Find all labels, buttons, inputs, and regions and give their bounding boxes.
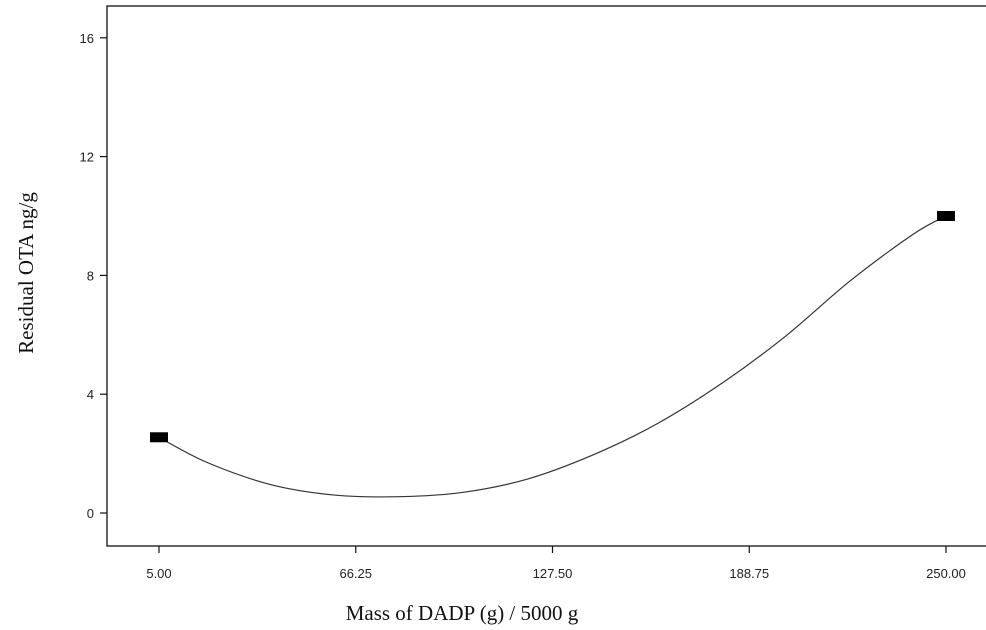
y-axis: 0 4 8 12 16 — [80, 31, 107, 521]
x-tick-label: 250.00 — [926, 566, 966, 581]
y-tick-label: 16 — [80, 31, 94, 46]
x-tick-label: 5.00 — [146, 566, 171, 581]
x-axis-title: Mass of DADP (g) / 5000 g — [346, 601, 579, 625]
y-tick-label: 4 — [87, 387, 94, 402]
data-point — [150, 432, 168, 443]
y-tick-label: 0 — [87, 506, 94, 521]
x-axis: 5.00 66.25 127.50 188.75 250.00 — [146, 546, 966, 581]
y-tick-label: 12 — [80, 150, 94, 165]
data-points — [150, 211, 955, 443]
data-point — [937, 211, 955, 221]
x-tick-label: 66.25 — [339, 566, 372, 581]
y-axis-title: Residual OTA ng/g — [14, 192, 38, 354]
x-tick-label: 127.50 — [533, 566, 573, 581]
fitted-curve-line — [158, 215, 947, 498]
x-tick-label: 188.75 — [729, 566, 769, 581]
plot-frame — [106, 5, 986, 547]
y-tick-label: 8 — [87, 268, 94, 283]
